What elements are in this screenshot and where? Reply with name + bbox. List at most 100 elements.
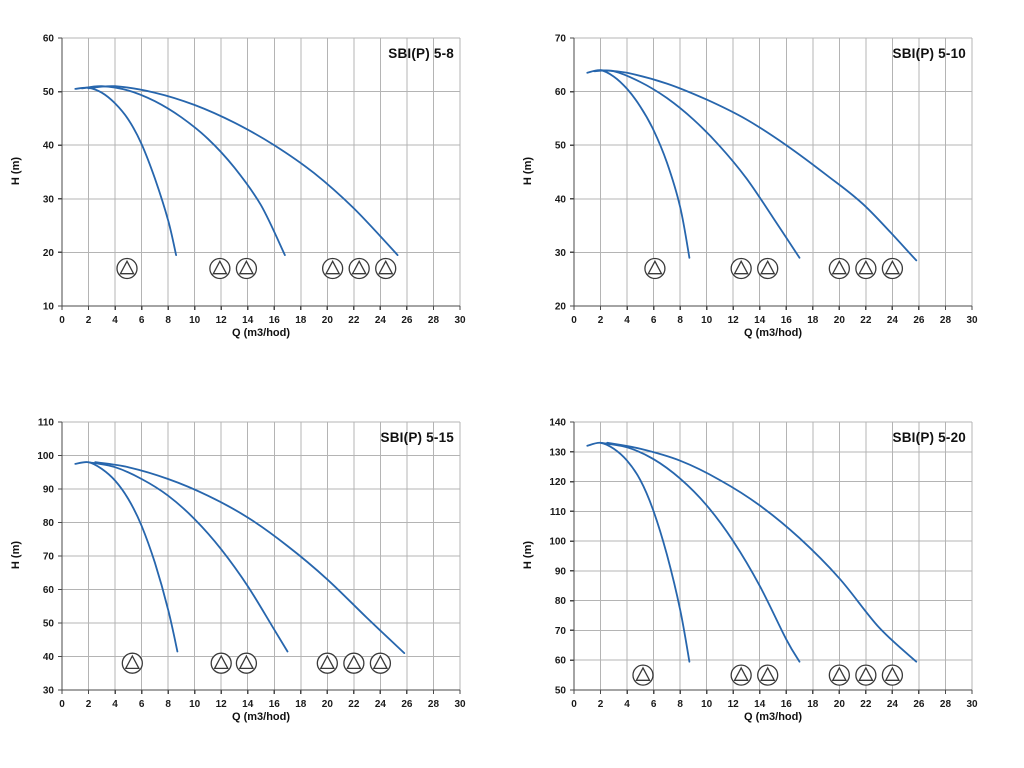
y-tick-label: 80: [555, 596, 567, 607]
pump-icon: [632, 664, 654, 686]
pump-icons: [121, 652, 392, 674]
x-tick-label: 24: [887, 315, 899, 326]
y-tick-label: 20: [555, 302, 567, 313]
x-tick-label: 0: [571, 315, 577, 326]
x-tick-label: 0: [59, 699, 65, 710]
y-tick-label: 20: [43, 248, 55, 259]
y-tick-label: 50: [43, 87, 55, 98]
pump-curve-3-pumps: [87, 85, 399, 256]
y-tick-label: 60: [43, 34, 55, 45]
axes: [570, 421, 973, 694]
x-tick-label: 10: [701, 699, 713, 710]
x-tick-label: 8: [677, 699, 683, 710]
x-tick-label: 16: [781, 699, 793, 710]
x-tick-label: 4: [624, 699, 630, 710]
y-tick-label: 140: [549, 418, 566, 429]
x-tick-label: 14: [242, 315, 254, 326]
y-tick-label: 130: [549, 447, 566, 458]
y-tick-label: 100: [37, 451, 54, 462]
x-tick-label: 22: [860, 315, 872, 326]
x-tick-label: 30: [454, 699, 466, 710]
x-tick-label: 24: [375, 699, 387, 710]
x-tick-label: 16: [269, 699, 281, 710]
x-tick-label: 16: [781, 315, 793, 326]
x-tick-label: 24: [887, 699, 899, 710]
y-tick-label: 110: [38, 418, 55, 429]
x-tick-label: 30: [966, 699, 978, 710]
y-tick-label: 30: [43, 194, 55, 205]
pump-icon: [828, 257, 850, 280]
pump-icon: [343, 652, 365, 674]
x-tick-label: 18: [295, 699, 307, 710]
pump-icon: [855, 664, 877, 686]
y-axis-label: H (m): [10, 156, 22, 186]
y-tick-label: 60: [43, 585, 55, 596]
x-tick-label: 14: [242, 699, 254, 710]
pump-icon: [316, 652, 338, 674]
x-tick-label: 20: [322, 315, 334, 326]
x-tick-label: 4: [112, 315, 118, 326]
x-tick-label: 26: [401, 699, 413, 710]
pump-icon: [369, 652, 392, 674]
pump-curve-3-pumps: [94, 461, 406, 654]
x-axis-label: Q (m3/hod): [231, 711, 291, 723]
chart-title-sbip-5-8: SBI(P) 5-8: [388, 46, 454, 61]
x-tick-label: 28: [428, 315, 440, 326]
pump-icons: [116, 257, 397, 280]
axes: [58, 421, 461, 694]
y-axis-label: H (m): [10, 540, 22, 570]
x-tick-label: 26: [401, 315, 413, 326]
x-tick-label: 10: [701, 315, 713, 326]
pump-curve-1-pump: [586, 69, 691, 259]
chart-panel-sbip-5-15: 0 2 4 6 8 10 12 14 16 18 20 22 24 26 28 30 30 40 50 60 70 80 9…: [0, 384, 512, 768]
x-tick-label: 6: [651, 699, 657, 710]
x-tick-label: 2: [598, 315, 604, 326]
chart-title-sbip-5-10: SBI(P) 5-10: [892, 46, 966, 61]
x-tick-label: 18: [295, 315, 307, 326]
x-tick-label: 16: [269, 315, 281, 326]
x-tick-label: 12: [728, 699, 740, 710]
pump-icon: [235, 257, 258, 280]
chart-svg-2: 0 2 4 6 8 10 12 14 16 18 20 22 24 26 28 303040506070809…: [37, 418, 466, 711]
pump-icons: [632, 664, 904, 686]
x-tick-label: 0: [59, 315, 65, 326]
y-tick-label: 90: [43, 485, 55, 496]
y-tick-label: 40: [43, 652, 55, 663]
pump-icon: [730, 257, 752, 280]
y-tick-label: 50: [43, 619, 55, 630]
y-tick-label: 60: [555, 87, 567, 98]
y-tick-label: 40: [43, 141, 55, 152]
chart-svg-3: 0 2 4 6 8 10 12 14 16 18 20 22 24 26 28 305060708090100…: [549, 418, 978, 711]
axes: [570, 37, 973, 310]
x-tick-label: 4: [624, 315, 630, 326]
x-tick-label: 28: [940, 315, 952, 326]
x-tick-label: 26: [913, 315, 925, 326]
x-tick-label: 22: [860, 699, 872, 710]
pump-icon: [757, 257, 779, 280]
y-tick-label: 50: [555, 141, 567, 152]
pump-icon: [348, 257, 370, 280]
pump-icon: [644, 257, 666, 280]
y-tick-label: 110: [550, 507, 567, 518]
x-tick-label: 2: [86, 315, 92, 326]
y-tick-label: 100: [549, 537, 566, 548]
pump-icon: [210, 652, 232, 674]
y-tick-label: 70: [43, 552, 55, 563]
pump-icon: [855, 257, 877, 280]
x-tick-label: 24: [375, 315, 387, 326]
pump-icon: [235, 652, 258, 674]
x-tick-label: 12: [728, 315, 740, 326]
x-tick-label: 28: [940, 699, 952, 710]
y-tick-label: 70: [555, 626, 567, 637]
chart-panel-sbip-5-8: 0 2 4 6 8 10 12 14 16 18 20 22 24 26 28 30 10 20 30 40 50 60 …: [0, 0, 512, 384]
pump-icons: [644, 257, 904, 280]
y-tick-label: 80: [43, 518, 55, 529]
y-tick-label: 70: [555, 34, 567, 45]
x-tick-label: 18: [807, 699, 819, 710]
y-tick-label: 90: [555, 566, 567, 577]
pump-icon: [757, 664, 779, 686]
x-tick-label: 30: [454, 315, 466, 326]
